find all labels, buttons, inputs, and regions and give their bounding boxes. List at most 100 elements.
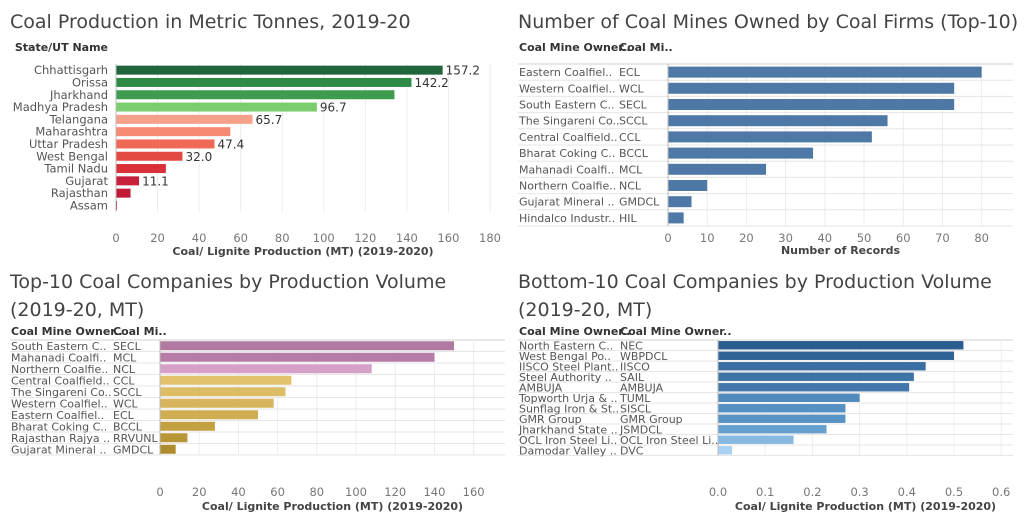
row-label: WCL <box>113 397 139 410</box>
row-label: SECL <box>113 340 142 353</box>
tick-label: 40 <box>231 485 246 499</box>
panel-top10-companies: Top-10 Coal Companies by Production Volu… <box>10 268 505 518</box>
tick-label: 0.1 <box>756 485 774 499</box>
row-label: Hindalco Industr.. <box>519 212 615 225</box>
bar <box>668 66 982 78</box>
row-label: JSMDCL <box>619 423 663 436</box>
tick-label: 60 <box>233 231 248 245</box>
bar <box>668 99 955 110</box>
row-label: Bharat Coking C.. <box>11 420 107 433</box>
row-label: Steel Authority .. <box>519 371 612 384</box>
chart-svg: State/UT Name Chhattisgarh 157.2 Orissa 142.… <box>13 41 501 258</box>
tick-label: 80 <box>275 231 290 245</box>
column-header: Coal Mi.. <box>113 325 167 338</box>
tick-label: 60 <box>896 231 911 245</box>
row-label: South Eastern C.. <box>519 99 614 112</box>
x-axis-label: Coal/ Lignite Production (MT) (2019-2020… <box>735 500 996 513</box>
bar <box>116 102 317 112</box>
x-axis-label: Coal/ Lignite Production (MT) (2019-2020… <box>172 245 433 258</box>
tick-label: 100 <box>345 485 367 499</box>
bar <box>668 147 814 159</box>
row-label: West Bengal <box>36 149 108 163</box>
tick-label: 40 <box>192 231 207 245</box>
bar <box>116 200 118 210</box>
row-label: GMR Group <box>519 413 582 426</box>
column-header: Coal Mine Owner.. <box>620 325 732 338</box>
row-label: AMBUJA <box>620 381 664 394</box>
row-label: GMR Group <box>620 413 683 426</box>
bar <box>668 163 767 175</box>
bar <box>116 188 131 198</box>
row-label: SECL <box>619 99 648 112</box>
row-label: West Bengal Po.. <box>519 350 611 363</box>
bar <box>116 164 166 174</box>
bar <box>160 433 188 443</box>
tick-label: 180 <box>479 231 501 245</box>
data-label: 11.1 <box>142 174 169 188</box>
title-line: (2019-20, MT) <box>518 299 653 321</box>
bar <box>160 387 286 397</box>
row-label: Eastern Coalfiel.. <box>11 409 104 422</box>
bar <box>718 425 827 434</box>
row-label: IISCO Steel Plant.. <box>519 360 618 373</box>
bar <box>718 393 860 402</box>
row-label: South Eastern C.. <box>11 340 106 353</box>
row-label: Damodar Valley .. <box>519 444 617 457</box>
panel-bottom10-companies: Bottom-10 Coal Companies by Production V… <box>518 268 1013 518</box>
tick-label: 140 <box>396 231 418 245</box>
data-label: 96.7 <box>320 101 347 115</box>
row-label: Rajasthan Rajya .. <box>11 432 110 445</box>
row-label: AMBUJA <box>519 381 563 394</box>
tick-label: 0 <box>156 485 163 499</box>
title-line: Coal Production in Metric Tonnes, 2019-2… <box>10 11 411 33</box>
chart-svg: Coal Mine Owner..Coal Mi.. South Eastern … <box>10 325 505 513</box>
row-label: Eastern Coalfiel.. <box>519 66 612 79</box>
row-label: ECL <box>113 409 135 422</box>
row-label: CCL <box>619 131 641 144</box>
data-label: 47.4 <box>217 137 244 151</box>
row-label: Gujarat Mineral .. <box>519 196 614 209</box>
bar <box>160 398 274 408</box>
data-label: 65.7 <box>256 113 283 127</box>
bar <box>718 404 846 413</box>
bar <box>718 372 914 381</box>
tick-label: 160 <box>437 231 459 245</box>
x-axis-label: Number of Records <box>781 244 901 257</box>
bar <box>718 414 846 423</box>
row-label: Central Coalfield.. <box>519 131 617 144</box>
tick-label: 0.3 <box>850 485 868 499</box>
row-label: Madhya Pradesh <box>13 100 108 114</box>
row-label: Western Coalfiel.. <box>519 82 616 95</box>
bar <box>160 375 292 385</box>
column-header: Coal Mine Owner.. <box>11 325 123 338</box>
row-label: GMDCL <box>113 443 154 456</box>
bar <box>668 82 955 94</box>
tick-label: 80 <box>974 231 989 245</box>
tick-label: 120 <box>384 485 406 499</box>
column-header: Coal Mine Owner.. <box>519 325 631 338</box>
row-label: Mahanadi Coalfi.. <box>11 351 106 364</box>
bar <box>668 180 708 191</box>
tick-label: 60 <box>270 485 285 499</box>
panel-coal-production-by-state: Coal Production in Metric Tonnes, 2019-2… <box>10 8 505 263</box>
row-label: HIL <box>619 212 638 225</box>
tick-label: 20 <box>192 485 207 499</box>
row-label: Uttar Pradesh <box>29 137 108 151</box>
title-line: Top-10 Coal Companies by Production Volu… <box>10 271 447 293</box>
title-line: (2019-20, MT) <box>10 299 145 321</box>
tick-label: 10 <box>700 231 715 245</box>
tick-label: 0.2 <box>803 485 821 499</box>
row-label: IISCO <box>620 360 650 373</box>
chart-title: Coal Production in Metric Tonnes, 2019-2… <box>10 8 411 36</box>
bar <box>668 115 888 127</box>
chart-svg: Coal Mine Owner..Coal Mine Owner..North … <box>518 325 1013 513</box>
row-label: Northern Coalfie.. <box>519 180 616 193</box>
tick-label: 30 <box>778 231 793 245</box>
row-label: Central Coalfield.. <box>11 374 109 387</box>
row-label: ECL <box>619 66 641 79</box>
row-label: SCCL <box>113 386 142 399</box>
tick-label: 0 <box>112 231 119 245</box>
tick-label: 0.4 <box>898 485 916 499</box>
row-label: Rajasthan <box>51 186 108 200</box>
row-label: Mahanadi Coalfi.. <box>519 163 614 176</box>
